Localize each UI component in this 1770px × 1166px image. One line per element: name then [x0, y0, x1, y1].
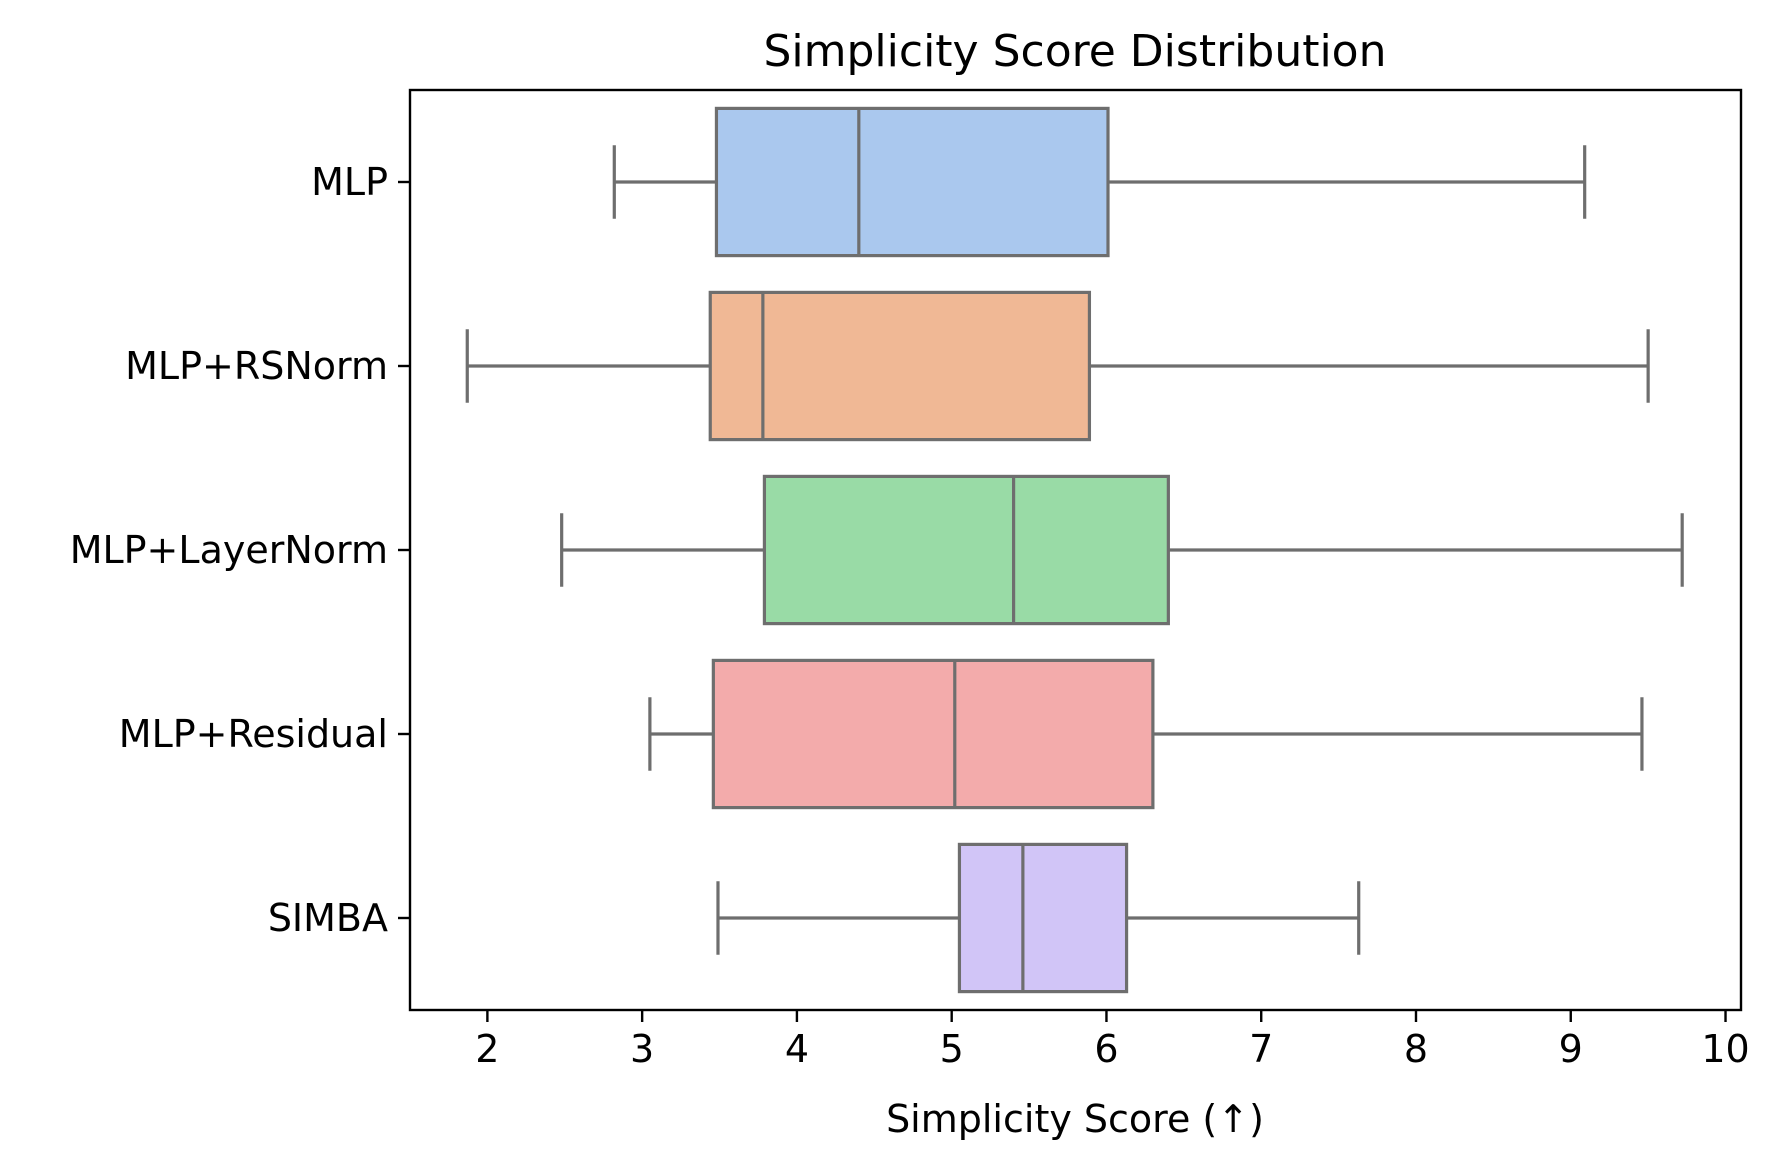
box-group-mlp	[612, 106, 1587, 258]
y-tick-label-mlp-layernorm: MLP+LayerNorm	[70, 528, 388, 572]
x-tick-label-3: 3	[630, 1027, 654, 1071]
box-group-mlp-layernorm	[560, 474, 1684, 626]
box-group-mlp-residual	[648, 658, 1644, 810]
x-axis: 2 3 4 5 6 7 8 9 10	[475, 1010, 1750, 1071]
box-group-mlp-rsnorm	[465, 290, 1650, 442]
x-tick-label-5: 5	[940, 1027, 964, 1071]
x-tick-label-7: 7	[1249, 1027, 1273, 1071]
x-tick-label-9: 9	[1559, 1027, 1583, 1071]
y-tick-label-mlp: MLP	[311, 160, 388, 204]
box-mlp	[714, 106, 1110, 258]
box-simba	[957, 842, 1129, 994]
boxes-layer	[465, 106, 1684, 994]
x-tick-label-10: 10	[1701, 1027, 1749, 1071]
plot-area	[408, 88, 1743, 1012]
box-group-simba	[716, 842, 1361, 994]
y-tick-label-simba: SIMBA	[268, 896, 388, 940]
y-tick-label-mlp-residual: MLP+Residual	[119, 712, 388, 756]
box-mlp-layernorm	[762, 474, 1170, 626]
x-tick-label-8: 8	[1404, 1027, 1428, 1071]
x-tick-label-4: 4	[785, 1027, 809, 1071]
box-mlp-rsnorm	[708, 290, 1092, 442]
chart-title: Simplicity Score Distribution	[763, 26, 1386, 77]
x-tick-label-2: 2	[475, 1027, 499, 1071]
y-tick-label-mlp-rsnorm: MLP+RSNorm	[125, 344, 388, 388]
box-mlp-residual	[711, 658, 1155, 810]
y-axis: MLP MLP+RSNorm MLP+LayerNorm MLP+Residual SI…	[70, 160, 410, 940]
x-tick-label-6: 6	[1094, 1027, 1118, 1071]
x-axis-label: Simplicity Score (↑)	[886, 1097, 1264, 1141]
